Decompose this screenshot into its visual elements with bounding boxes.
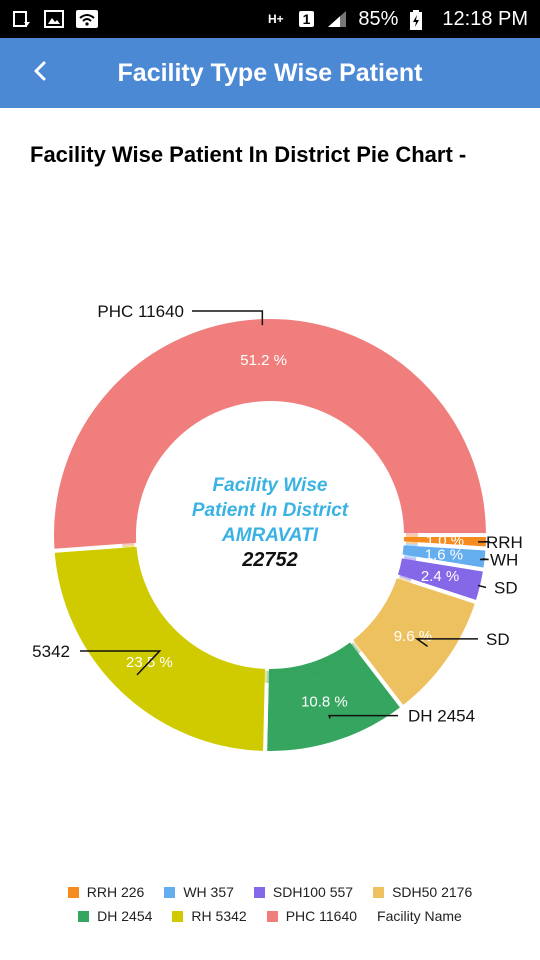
outer-label-dh: DH 2454 [408,707,475,726]
gallery-icon [44,10,64,28]
back-button[interactable] [0,38,80,108]
app-bar: Facility Type Wise Patient [0,38,540,108]
percent-label-wh: 1.6 % [425,547,463,564]
leader-line-phc [192,310,264,326]
ring-sdh50 [352,577,411,653]
center-text-line: Patient In District [192,500,349,521]
chevron-left-icon [31,60,49,87]
legend-item-sdh100[interactable]: SDH100 557 [253,884,354,900]
signal-icon [326,10,347,28]
slices [50,315,491,755]
legend-label: RRH 226 [86,884,145,900]
wifi-icon [76,10,98,28]
legend-label: RH 5342 [191,908,247,924]
svg-text:H+: H+ [268,12,284,26]
leader-line-dh [328,714,398,719]
status-right: H+ 1 85% 12:18 PM [267,8,528,31]
legend-swatch [253,886,265,898]
leader-line-sdh100 [477,584,486,589]
legend-label: SDH50 2176 [392,884,473,900]
legend-title: Facility Name [377,908,462,924]
inner-ring [122,386,418,683]
percent-label-rrh: 1.0 % [426,532,464,549]
center-label: Facility Wise Patient In District AMRAVATI… [192,475,349,571]
slice-rh[interactable] [50,542,270,755]
legend-label: PHC 11640 [285,908,358,924]
outer-label-sdh100: SD [494,578,518,597]
ring-rrh [405,535,418,545]
percent-labels: 1.0 %1.6 %2.4 %9.6 %10.8 %23.5 %51.2 % [126,352,464,710]
ring-rh [122,544,267,683]
legend-swatch [266,910,278,922]
legend-swatch [78,910,90,922]
outer-label-sdh50: SD [486,630,510,649]
percent-label-sdh100: 2.4 % [421,568,459,585]
sim-badge: 1 [298,11,315,27]
center-text-line: AMRAVATI [221,525,319,546]
ring-sdh100 [399,556,417,581]
percent-label-sdh50: 9.6 % [394,628,432,645]
percent-label-dh: 10.8 % [301,693,348,710]
chart-section-title: Facility Wise Patient In District Pie Ch… [30,142,467,167]
screenshot-icon [12,10,32,28]
chart-legend: RRH 226 WH 357 SDH100 557 SDH50 2176 DH 245… [0,880,540,928]
legend-row: RRH 226 WH 357 SDH100 557 SDH50 2176 [0,880,540,904]
legend-swatch [164,886,176,898]
legend-item-dh[interactable]: DH 2454 [78,908,152,924]
outer-label-phc: PHC 11640 [97,302,184,321]
legend-swatch [172,910,184,922]
legend-row: DH 2454 RH 5342 PHC 11640 Facility Name [0,904,540,928]
page-title: Facility Type Wise Patient [117,58,423,87]
legend-label: SDH100 557 [272,884,354,900]
hplus-network-icon: H+ [267,10,287,28]
battery-charging-icon [410,10,430,30]
legend-item-rh[interactable]: RH 5342 [172,908,247,924]
outer-label-rrh: RRH [486,533,523,552]
status-bar: H+ 1 85% 12:18 PM [0,0,540,38]
battery-percent: 85% [358,7,399,30]
status-left [12,10,98,28]
legend-item-phc[interactable]: PHC 11640 [266,908,358,924]
clock: 12:18 PM [442,7,528,30]
legend-swatch [373,886,385,898]
legend-item-sdh50[interactable]: SDH50 2176 [373,884,472,900]
ring-wh [404,543,418,559]
outer-label-wh: WH [490,551,518,570]
outer-label-rh: 5342 [32,642,70,661]
legend-item-rrh[interactable]: RRH 226 [67,884,145,900]
leader-line-sdh50 [414,638,478,648]
percent-label-phc: 51.2 % [240,352,287,369]
legend-label: WH 357 [183,884,234,900]
slice-phc[interactable] [50,315,491,554]
leader-line-rh [80,650,162,676]
legend-label: DH 2454 [97,908,153,924]
legend-swatch [67,886,79,898]
center-text-line: Facility Wise [213,475,328,496]
legend-item-wh[interactable]: WH 357 [164,884,234,900]
center-total: 22752 [241,549,298,571]
leader-line-wh [480,558,489,561]
donut-chart: 1.0 %1.6 %2.4 %9.6 %10.8 %23.5 %51.2 %RR… [32,302,523,755]
ring-dh [266,642,361,683]
